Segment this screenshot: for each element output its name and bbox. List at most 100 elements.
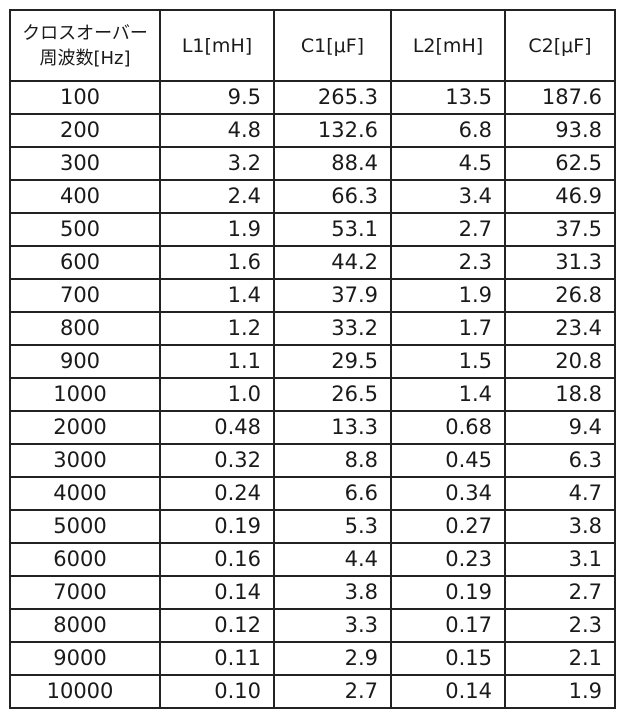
frequency-cell: 9000	[9, 641, 161, 676]
c1-cell: 3.3	[273, 608, 392, 643]
l2-cell: 0.27	[390, 509, 506, 544]
l1-cell: 0.24	[159, 476, 275, 511]
l1-cell: 1.4	[159, 278, 275, 313]
l1-cell: 1.9	[159, 212, 275, 247]
crossover-table: クロスオーバー 周波数[Hz] L1[mH] C1[μF] L2[mH] C2[…	[9, 9, 616, 709]
c1-cell: 2.9	[273, 641, 392, 676]
table-row: 600 1.6 44.2 2.3 31.3	[9, 245, 616, 280]
l2-cell: 0.17	[390, 608, 506, 643]
c1-cell: 5.3	[273, 509, 392, 544]
frequency-cell: 100	[9, 80, 161, 115]
table-body: 100 9.5 265.3 13.5 187.6 200 4.8 132.6 6.8 93.8 30…	[9, 80, 616, 709]
l2-cell: 2.3	[390, 245, 506, 280]
frequency-cell: 200	[9, 113, 161, 148]
l1-cell: 0.16	[159, 542, 275, 577]
l1-cell: 0.11	[159, 641, 275, 676]
l1-cell: 0.14	[159, 575, 275, 610]
frequency-cell: 400	[9, 179, 161, 214]
l2-cell: 4.5	[390, 146, 506, 181]
l1-cell: 2.4	[159, 179, 275, 214]
c2-cell: 187.6	[504, 80, 616, 115]
frequency-cell: 10000	[9, 674, 161, 709]
c1-cell: 26.5	[273, 377, 392, 412]
c1-cell: 37.9	[273, 278, 392, 313]
c2-cell: 37.5	[504, 212, 616, 247]
c1-cell: 53.1	[273, 212, 392, 247]
frequency-cell: 600	[9, 245, 161, 280]
c1-cell: 44.2	[273, 245, 392, 280]
l1-cell: 0.32	[159, 443, 275, 478]
c2-cell: 93.8	[504, 113, 616, 148]
header-l2: L2[mH]	[390, 9, 506, 82]
table-row: 10000 0.10 2.7 0.14 1.9	[9, 674, 616, 709]
c2-cell: 23.4	[504, 311, 616, 346]
c2-cell: 3.8	[504, 509, 616, 544]
l2-cell: 0.19	[390, 575, 506, 610]
frequency-cell: 6000	[9, 542, 161, 577]
table-row: 800 1.2 33.2 1.7 23.4	[9, 311, 616, 346]
l1-cell: 3.2	[159, 146, 275, 181]
frequency-cell: 2000	[9, 410, 161, 445]
l1-cell: 1.2	[159, 311, 275, 346]
table-row: 6000 0.16 4.4 0.23 3.1	[9, 542, 616, 577]
frequency-cell: 5000	[9, 509, 161, 544]
table-row: 9000 0.11 2.9 0.15 2.1	[9, 641, 616, 676]
c1-cell: 29.5	[273, 344, 392, 379]
table-row: 4000 0.24 6.6 0.34 4.7	[9, 476, 616, 511]
l1-cell: 1.0	[159, 377, 275, 412]
header-frequency: クロスオーバー 周波数[Hz]	[9, 9, 161, 82]
l1-cell: 0.48	[159, 410, 275, 445]
c2-cell: 3.1	[504, 542, 616, 577]
header-l1: L1[mH]	[159, 9, 275, 82]
c2-cell: 2.3	[504, 608, 616, 643]
c2-cell: 62.5	[504, 146, 616, 181]
frequency-cell: 900	[9, 344, 161, 379]
c2-cell: 6.3	[504, 443, 616, 478]
l1-cell: 0.10	[159, 674, 275, 709]
l2-cell: 1.4	[390, 377, 506, 412]
l1-cell: 0.12	[159, 608, 275, 643]
l2-cell: 0.23	[390, 542, 506, 577]
header-c1: C1[μF]	[273, 9, 392, 82]
l1-cell: 4.8	[159, 113, 275, 148]
table-row: 700 1.4 37.9 1.9 26.8	[9, 278, 616, 313]
c1-cell: 66.3	[273, 179, 392, 214]
l2-cell: 1.9	[390, 278, 506, 313]
c2-cell: 2.7	[504, 575, 616, 610]
table-row: 2000 0.48 13.3 0.68 9.4	[9, 410, 616, 445]
c1-cell: 88.4	[273, 146, 392, 181]
l2-cell: 3.4	[390, 179, 506, 214]
c2-cell: 31.3	[504, 245, 616, 280]
c2-cell: 46.9	[504, 179, 616, 214]
l2-cell: 2.7	[390, 212, 506, 247]
frequency-cell: 4000	[9, 476, 161, 511]
frequency-cell: 500	[9, 212, 161, 247]
l2-cell: 0.45	[390, 443, 506, 478]
c2-cell: 18.8	[504, 377, 616, 412]
l1-cell: 9.5	[159, 80, 275, 115]
header-row: クロスオーバー 周波数[Hz] L1[mH] C1[μF] L2[mH] C2[…	[9, 9, 616, 82]
table-row: 1000 1.0 26.5 1.4 18.8	[9, 377, 616, 412]
frequency-cell: 300	[9, 146, 161, 181]
frequency-cell: 8000	[9, 608, 161, 643]
l2-cell: 0.15	[390, 641, 506, 676]
l2-cell: 6.8	[390, 113, 506, 148]
c1-cell: 2.7	[273, 674, 392, 709]
l2-cell: 1.5	[390, 344, 506, 379]
c2-cell: 2.1	[504, 641, 616, 676]
l2-cell: 13.5	[390, 80, 506, 115]
frequency-cell: 7000	[9, 575, 161, 610]
l1-cell: 0.19	[159, 509, 275, 544]
table-row: 100 9.5 265.3 13.5 187.6	[9, 80, 616, 115]
table-row: 200 4.8 132.6 6.8 93.8	[9, 113, 616, 148]
table-row: 3000 0.32 8.8 0.45 6.3	[9, 443, 616, 478]
l2-cell: 1.7	[390, 311, 506, 346]
c1-cell: 13.3	[273, 410, 392, 445]
table-row: 8000 0.12 3.3 0.17 2.3	[9, 608, 616, 643]
table-row: 300 3.2 88.4 4.5 62.5	[9, 146, 616, 181]
c1-cell: 132.6	[273, 113, 392, 148]
table-row: 400 2.4 66.3 3.4 46.9	[9, 179, 616, 214]
c1-cell: 8.8	[273, 443, 392, 478]
c1-cell: 33.2	[273, 311, 392, 346]
c1-cell: 4.4	[273, 542, 392, 577]
